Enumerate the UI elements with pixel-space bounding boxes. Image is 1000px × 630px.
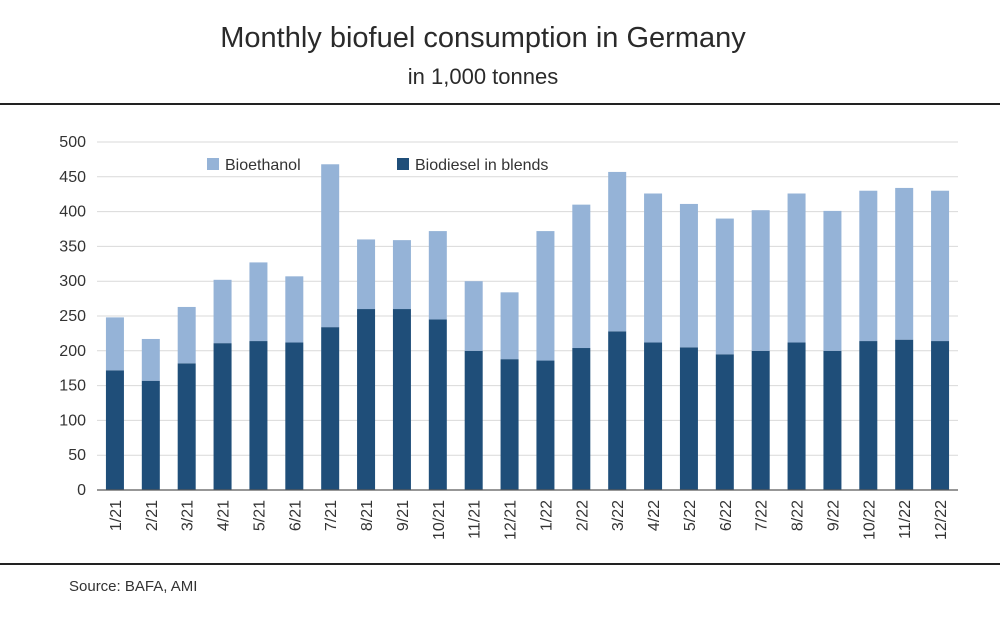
x-tick-label: 2/21	[144, 500, 161, 531]
legend-label: Biodiesel in blends	[415, 157, 548, 174]
bar-bioethanol	[213, 279, 232, 344]
bar-biodiesel	[931, 341, 950, 490]
bar-biodiesel	[679, 347, 698, 490]
x-tick-label: 10/22	[861, 500, 878, 540]
x-tick-label: 10/21	[431, 500, 448, 540]
y-tick-label: 0	[77, 482, 86, 499]
x-tick-label: 4/21	[216, 500, 233, 531]
bar-biodiesel	[464, 350, 483, 490]
bar-biodiesel	[141, 380, 160, 490]
bar-bioethanol	[859, 190, 878, 342]
bar-biodiesel	[608, 331, 627, 490]
bar-bioethanol	[428, 231, 447, 320]
bar-biodiesel	[536, 360, 555, 490]
x-tick-label: 9/22	[825, 500, 842, 531]
bar-bioethanol	[285, 276, 304, 343]
x-tick-label: 2/22	[574, 500, 591, 531]
x-tick-label: 7/22	[754, 500, 771, 531]
bar-biodiesel	[715, 354, 734, 490]
top-divider	[0, 103, 1000, 105]
bar-biodiesel	[213, 343, 232, 490]
x-tick-label: 11/22	[897, 500, 914, 539]
bar-bioethanol	[500, 292, 519, 360]
bar-biodiesel	[357, 309, 376, 490]
x-tick-label: 12/21	[503, 500, 520, 540]
bottom-divider	[0, 563, 1000, 565]
x-tick-label: 5/21	[251, 500, 268, 531]
y-tick-label: 500	[59, 134, 86, 151]
y-tick-label: 300	[59, 273, 86, 290]
legend-swatch	[397, 158, 409, 170]
bar-biodiesel	[428, 319, 447, 490]
bar-biodiesel	[751, 350, 770, 490]
chart-subtitle: in 1,000 tonnes	[407, 64, 559, 89]
bar-bioethanol	[715, 218, 734, 355]
chart-area: 0 50 100 150 200 250 300 350 400 450 500 1/21 2/21 3/…	[59, 134, 958, 540]
source-note: Source: BAFA, AMI	[69, 578, 198, 595]
x-tick-label: 1/22	[538, 500, 555, 531]
x-tick-label: 7/21	[323, 500, 340, 531]
bar-bioethanol	[141, 338, 160, 381]
bar-bioethanol	[392, 240, 411, 310]
bar-biodiesel	[572, 348, 591, 490]
x-tick-label: 9/21	[395, 500, 412, 531]
x-tick-label: 11/21	[467, 500, 484, 539]
bar-bioethanol	[357, 239, 376, 310]
x-tick-label: 6/22	[718, 500, 735, 531]
x-tick-label: 8/21	[359, 500, 376, 531]
bar-bioethanol	[823, 210, 842, 351]
y-tick-label: 100	[59, 412, 86, 429]
y-tick-label: 450	[59, 169, 86, 186]
y-tick-label: 50	[68, 447, 86, 464]
bar-bioethanol	[895, 187, 914, 340]
y-tick-label: 200	[59, 343, 86, 360]
x-tick-label: 5/22	[682, 500, 699, 531]
bar-bioethanol	[321, 164, 340, 328]
bar-biodiesel	[392, 309, 411, 490]
x-tick-label: 4/22	[646, 500, 663, 531]
bar-biodiesel	[859, 341, 878, 490]
chart-title: Monthly biofuel consumption in Germany	[220, 22, 746, 54]
x-tick-label: 6/21	[287, 500, 304, 531]
bar-bioethanol	[751, 210, 770, 351]
y-tick-label: 250	[59, 308, 86, 325]
bar-bioethanol	[787, 193, 806, 343]
y-tick-label: 400	[59, 204, 86, 221]
bar-bioethanol	[931, 190, 950, 342]
bar-bioethanol	[572, 204, 591, 349]
legend-swatch	[207, 158, 219, 170]
bar-biodiesel	[105, 370, 124, 490]
x-tick-label: 8/22	[790, 500, 807, 531]
x-tick-label: 1/21	[108, 500, 125, 531]
y-tick-label: 350	[59, 238, 86, 255]
bar-biodiesel	[321, 327, 340, 490]
bar-bioethanol	[249, 262, 268, 342]
bar-biodiesel	[895, 339, 914, 490]
x-tick-label: 3/22	[610, 500, 627, 531]
x-tick-label: 3/21	[180, 500, 197, 531]
bar-biodiesel	[285, 342, 304, 490]
bar-bioethanol	[608, 171, 627, 332]
bar-biodiesel	[500, 359, 519, 490]
legend-label: Bioethanol	[225, 157, 301, 174]
bar-biodiesel	[823, 350, 842, 490]
bar-bioethanol	[105, 317, 124, 371]
bar-bioethanol	[644, 193, 663, 343]
bar-bioethanol	[464, 281, 483, 351]
x-tick-label: 12/22	[933, 500, 950, 540]
bar-biodiesel	[177, 363, 196, 490]
bar-biodiesel	[249, 341, 268, 490]
bar-bioethanol	[536, 231, 555, 361]
bar-biodiesel	[644, 342, 663, 490]
bar-bioethanol	[177, 306, 196, 364]
bar-bioethanol	[679, 203, 698, 348]
bar-biodiesel	[787, 342, 806, 490]
y-tick-label: 150	[59, 378, 86, 395]
